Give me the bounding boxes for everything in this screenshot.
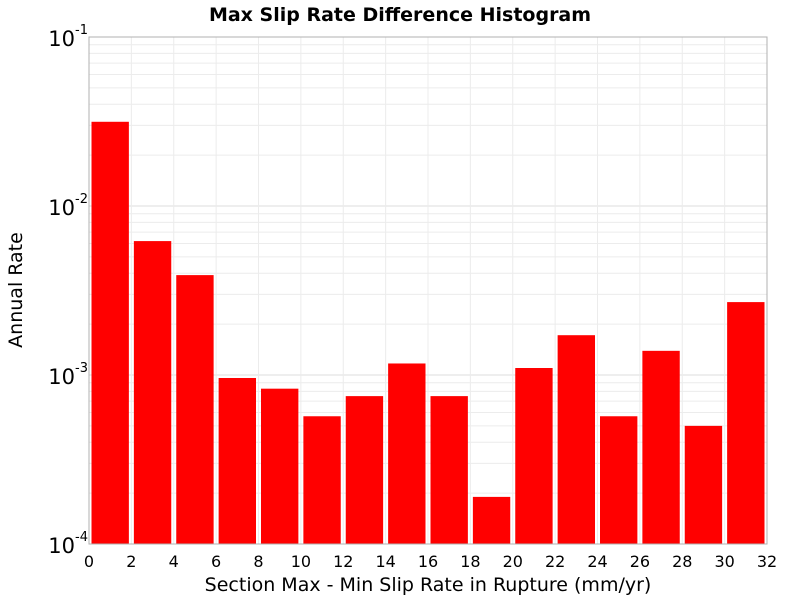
- y-tick-base: 10: [48, 365, 75, 389]
- y-tick-base: 10: [48, 27, 75, 51]
- bar: [684, 425, 723, 544]
- bar: [345, 396, 384, 544]
- y-tick-exponent: -3: [75, 361, 88, 376]
- x-tick-label: 8: [253, 552, 263, 571]
- y-tick-label: 10 -1: [48, 23, 88, 51]
- x-tick-labels: 0 2 4 6 8 10 12 14 16 18 20 22 24 26 28 30 32: [84, 552, 777, 571]
- bar: [472, 496, 511, 544]
- bar: [388, 363, 426, 544]
- bar: [91, 121, 129, 544]
- x-tick-label: 6: [211, 552, 221, 571]
- bar: [727, 302, 765, 544]
- y-tick-label: 10 -2: [48, 192, 88, 220]
- bar: [261, 388, 299, 544]
- x-tick-label: 22: [545, 552, 565, 571]
- x-tick-label: 18: [460, 552, 480, 571]
- x-axis-label: Section Max - Min Slip Rate in Rupture (…: [205, 574, 652, 596]
- plot-frame: [88, 36, 768, 545]
- x-tick-label: 24: [587, 552, 607, 571]
- chart-title: Max Slip Rate Difference Histogram: [209, 4, 591, 26]
- bar: [600, 416, 638, 544]
- bar: [515, 368, 553, 544]
- y-tick-exponent: -4: [75, 530, 88, 545]
- x-tick-label: 2: [126, 552, 136, 571]
- y-tick-labels: 10-110-210-310-4: [48, 23, 88, 558]
- x-tick-label: 4: [169, 552, 179, 571]
- y-tick-base: 10: [48, 196, 75, 220]
- y-tick-label: 10 -4: [48, 530, 88, 558]
- bar: [133, 241, 172, 544]
- x-tick-label: 28: [672, 552, 692, 571]
- bar: [557, 335, 595, 544]
- x-tick-label: 14: [375, 552, 395, 571]
- x-tick-label: 30: [714, 552, 734, 571]
- bar: [176, 275, 214, 544]
- bar: [642, 350, 680, 544]
- bars: [91, 121, 765, 544]
- bar: [430, 396, 468, 544]
- y-tick-exponent: -1: [75, 23, 88, 38]
- x-tick-label: 10: [291, 552, 311, 571]
- y-tick-base: 10: [48, 534, 75, 558]
- bar: [218, 377, 256, 544]
- y-tick-exponent: -2: [75, 192, 88, 207]
- x-tick-label: 0: [84, 552, 94, 571]
- x-tick-label: 16: [418, 552, 438, 571]
- bar: [303, 416, 341, 544]
- x-tick-label: 20: [503, 552, 523, 571]
- x-tick-label: 12: [333, 552, 353, 571]
- x-tick-label: 32: [757, 552, 777, 571]
- y-axis-label: Annual Rate: [5, 232, 27, 348]
- x-tick-label: 26: [630, 552, 650, 571]
- y-tick-label: 10 -3: [48, 361, 88, 389]
